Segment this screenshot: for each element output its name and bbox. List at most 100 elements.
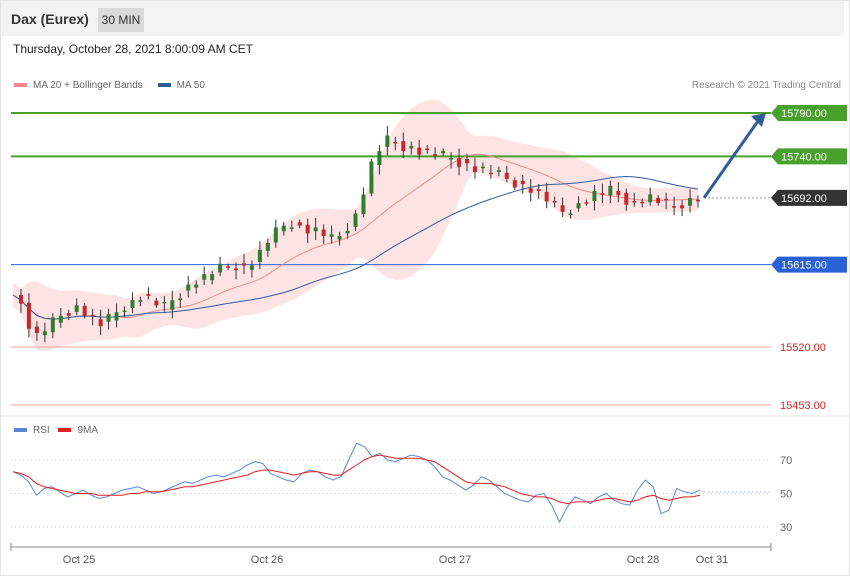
- candle-body: [226, 266, 231, 268]
- level-label-15453.00: 15453.00: [780, 400, 826, 412]
- rsi-legend: RSI 9MA: [14, 425, 104, 436]
- candle-body: [297, 222, 302, 226]
- ma50-line: [12, 175, 699, 320]
- x-tick-label: Oct 25: [63, 554, 95, 566]
- candle-body: [488, 172, 493, 175]
- candle-body: [449, 158, 454, 160]
- legend-label-ma50: MA 50: [176, 80, 205, 91]
- candle-body: [50, 317, 55, 333]
- candle-body: [568, 213, 573, 216]
- candle-body: [106, 314, 111, 322]
- candle-body: [536, 189, 541, 191]
- candle-body: [329, 234, 334, 237]
- level-label-15615.00: 15615.00: [781, 260, 827, 272]
- candle-body: [98, 319, 103, 327]
- level-box-15740.00: [771, 148, 847, 165]
- candle-body: [218, 263, 223, 273]
- candle-body: [18, 294, 23, 304]
- x-tick-label: Oct 27: [439, 554, 471, 566]
- candle-body: [58, 315, 63, 323]
- candle-body: [361, 194, 366, 214]
- candle-body: [34, 326, 39, 334]
- candle-body: [353, 213, 358, 227]
- candle-body: [457, 158, 462, 167]
- x-tick-label: Oct 28: [627, 554, 659, 566]
- legend-swatch-9ma: [58, 428, 72, 433]
- candle-body: [369, 161, 374, 194]
- ma20-line: [12, 153, 699, 320]
- candle-body: [42, 331, 47, 336]
- candle-body: [417, 147, 422, 155]
- candle-body: [138, 300, 143, 302]
- legend-label-9ma: 9MA: [77, 425, 99, 436]
- level-label-15692.00: 15692.00: [781, 193, 827, 205]
- instrument-title: Dax (Eurex): [11, 11, 89, 27]
- interval-badge[interactable]: 30 MIN: [98, 8, 144, 32]
- candle-body: [576, 203, 581, 209]
- candle-body: [632, 200, 637, 203]
- candle-body: [385, 135, 390, 147]
- candle-body: [249, 265, 254, 270]
- rsi-tick-label-70: 70: [780, 455, 792, 467]
- candle-body: [234, 268, 239, 271]
- candle-body: [441, 151, 446, 154]
- research-credit: Research © 2021 Trading Central: [691, 80, 841, 91]
- candle-body: [616, 190, 621, 196]
- candle-body: [433, 154, 438, 157]
- candle-body: [281, 225, 286, 232]
- candle-body: [265, 242, 270, 251]
- candle-body: [114, 312, 119, 321]
- candle-body: [170, 300, 175, 310]
- candle-body: [496, 170, 501, 172]
- candle-body: [377, 151, 382, 165]
- candle-body: [512, 180, 517, 188]
- candle-body: [289, 227, 294, 229]
- candle-body: [82, 305, 87, 316]
- trend-arrow-head: [751, 113, 766, 127]
- legend-item-9ma: 9MA: [58, 425, 98, 436]
- candle-body: [122, 310, 127, 313]
- candle-body: [162, 301, 167, 304]
- candle-body: [544, 191, 549, 202]
- candle-body: [202, 274, 207, 280]
- candle-body: [26, 302, 31, 329]
- candle-body: [672, 206, 677, 208]
- candle-body: [688, 197, 693, 206]
- legend-label-rsi: RSI: [33, 425, 50, 436]
- candle-body: [337, 236, 342, 240]
- candle-body: [592, 190, 597, 201]
- legend-item-ma20: MA 20 + Bollinger Bands: [14, 80, 143, 91]
- candle-body: [560, 205, 565, 212]
- candle-body: [194, 284, 199, 288]
- candle-body: [130, 300, 135, 308]
- candle-body: [584, 202, 589, 204]
- level-label-15740.00: 15740.00: [781, 151, 827, 163]
- candle-body: [146, 294, 151, 296]
- candle-body: [480, 166, 485, 169]
- rsi-9ma-line: [12, 454, 701, 505]
- candle-body: [472, 166, 477, 172]
- candle-body: [66, 313, 71, 316]
- level-box-15692.00: [771, 189, 847, 206]
- candle-body: [74, 305, 79, 312]
- candle-body: [273, 227, 278, 243]
- level-label-15520.00: 15520.00: [780, 342, 826, 354]
- price-legend: MA 20 + Bollinger Bands MA 50: [14, 80, 217, 91]
- candle-body: [345, 230, 350, 234]
- level-label-15790.00: 15790.00: [781, 108, 827, 120]
- candle-body: [608, 185, 613, 196]
- candle-body: [321, 229, 326, 237]
- rsi-line: [12, 442, 701, 524]
- candle-body: [465, 158, 470, 164]
- legend-label-ma20: MA 20 + Bollinger Bands: [33, 80, 143, 91]
- candle-body: [178, 298, 183, 301]
- candle-body: [664, 198, 669, 201]
- candle-body: [600, 193, 605, 195]
- x-tick-label: Oct 31: [696, 554, 728, 566]
- chart-timestamp: Thursday, October 28, 2021 8:00:09 AM CE…: [13, 42, 253, 56]
- legend-swatch-ma20: [14, 83, 27, 88]
- candle-body: [680, 205, 685, 209]
- candle-body: [257, 249, 262, 263]
- legend-swatch-rsi: [14, 428, 27, 433]
